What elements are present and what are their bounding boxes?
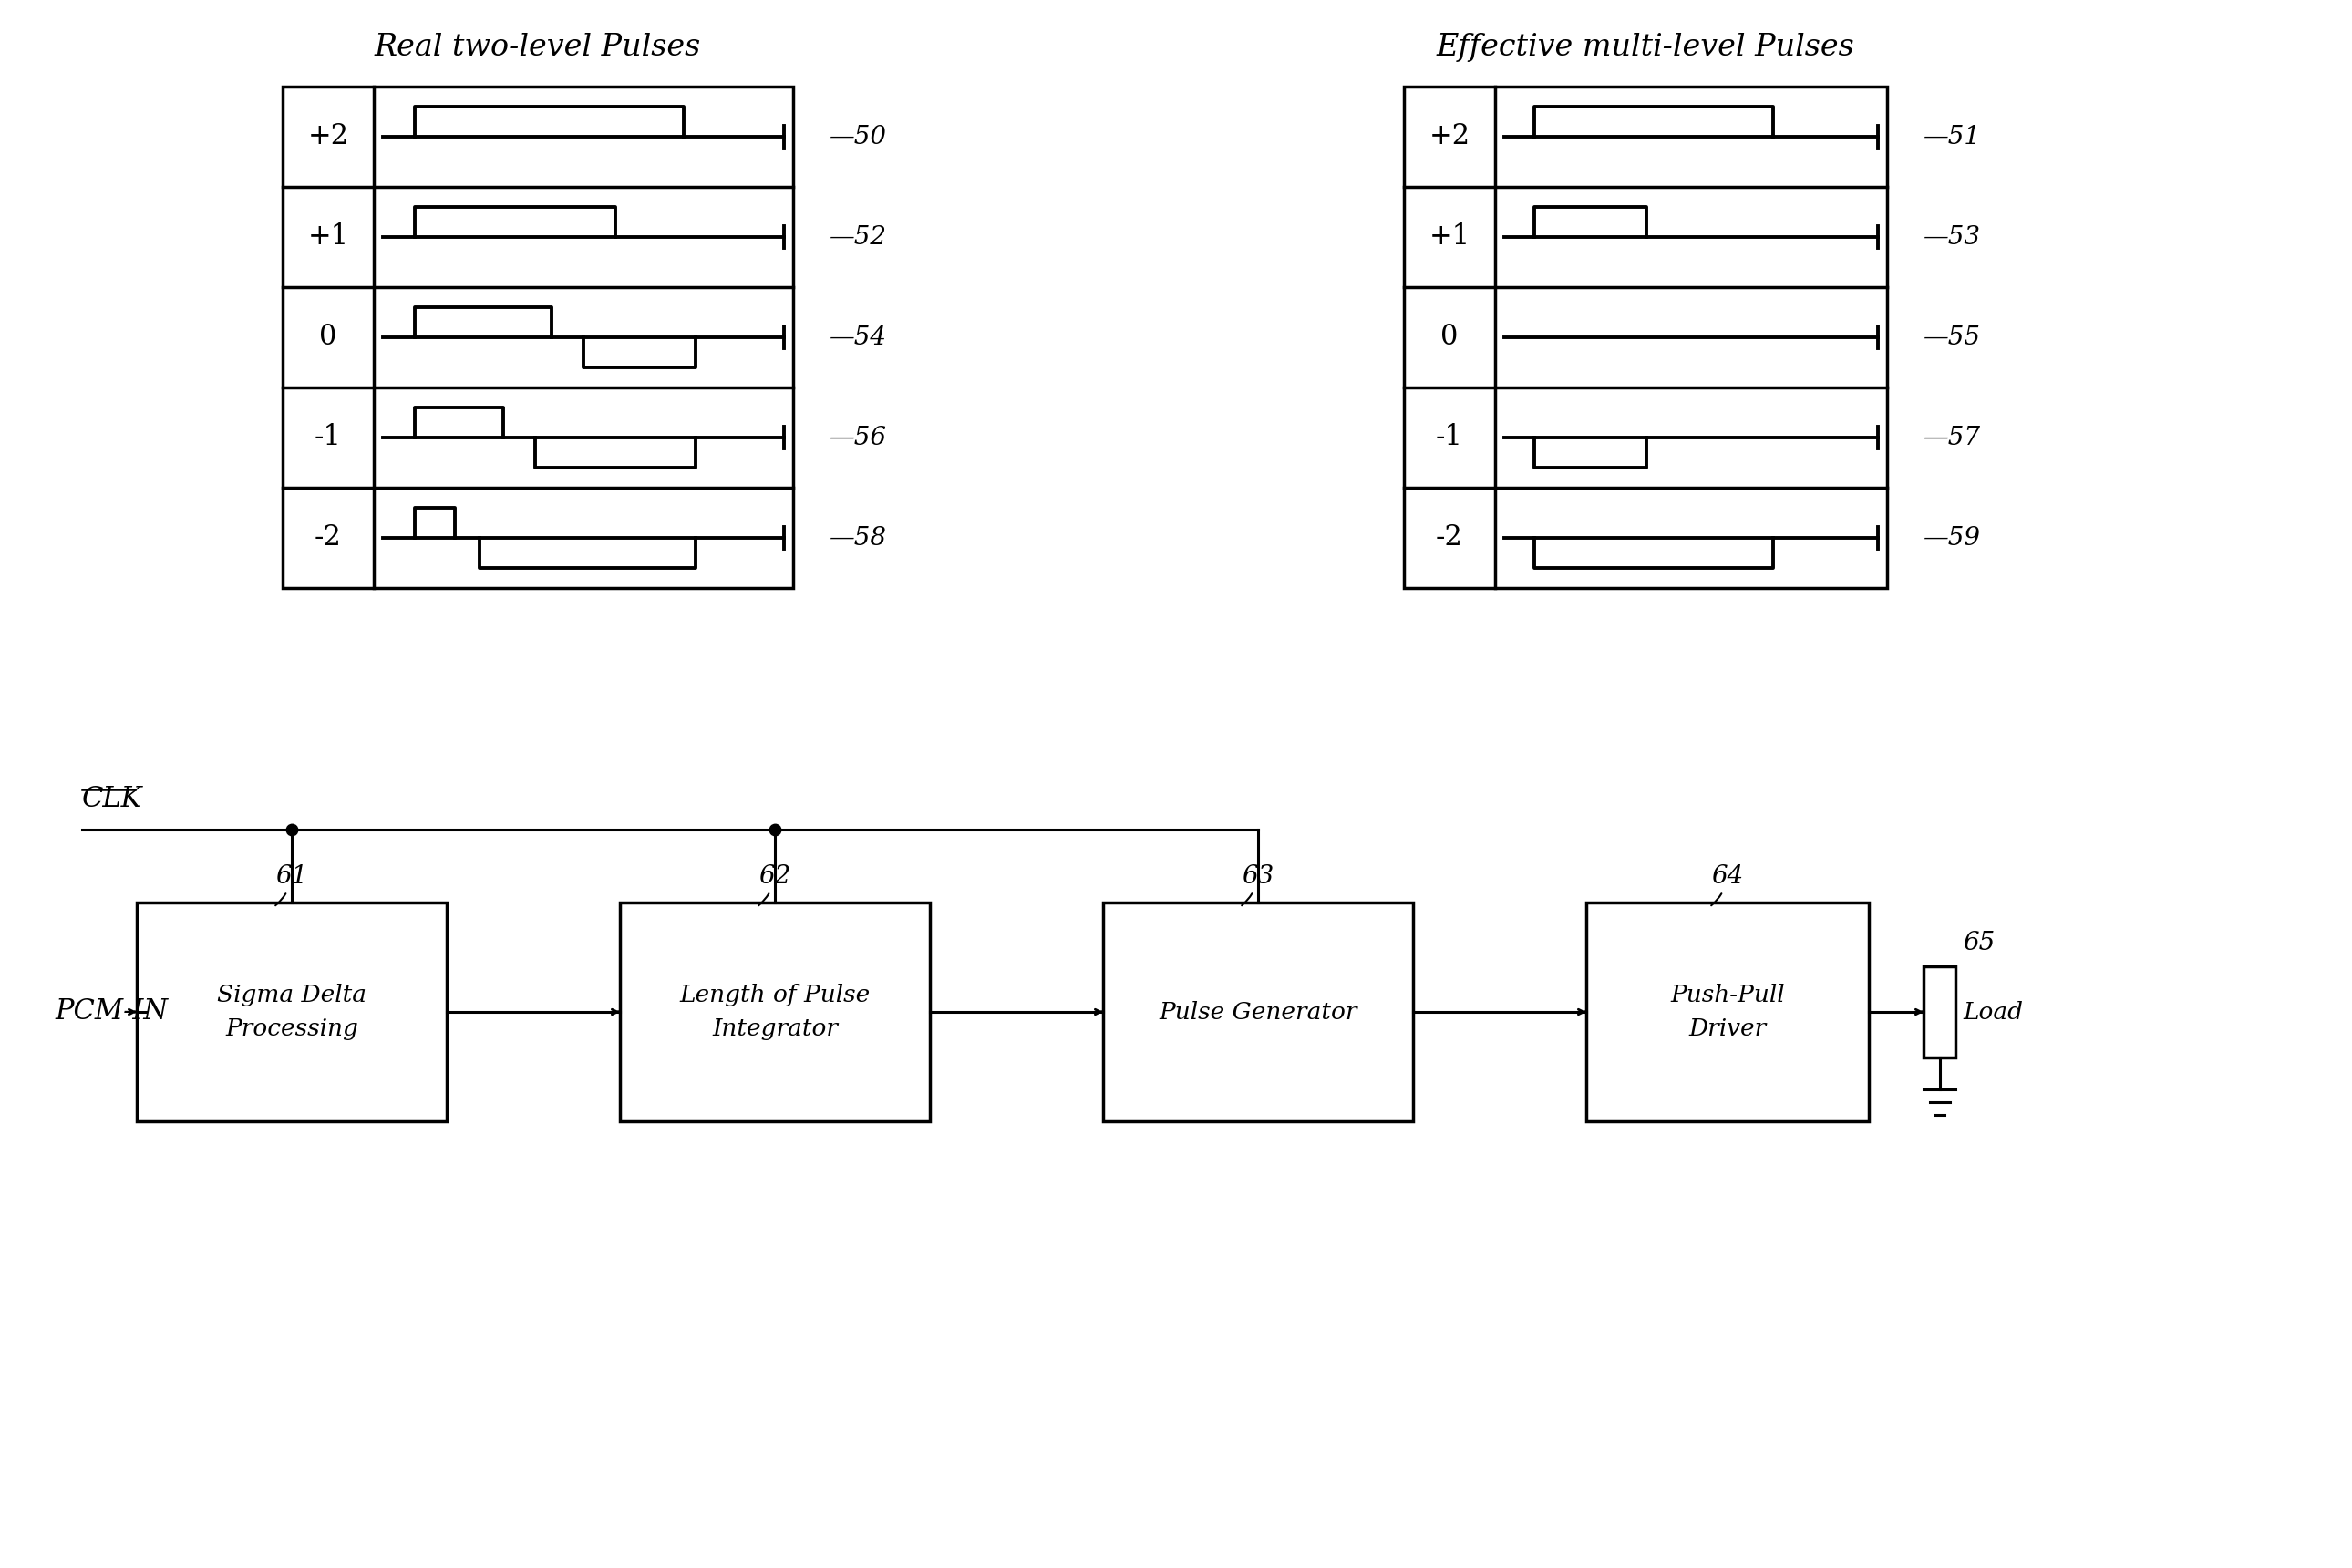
Text: —54: —54 (830, 325, 887, 350)
Bar (1585, 903, 1870, 1121)
Text: Effective multi-level Pulses: Effective multi-level Pulses (1437, 33, 1856, 63)
Text: CLK: CLK (82, 786, 143, 814)
Bar (1404, 86, 1886, 588)
Text: Load: Load (1962, 1000, 2023, 1024)
Text: —51: —51 (1924, 124, 1980, 149)
Bar (1103, 903, 1414, 1121)
Text: Pulse Generator: Pulse Generator (1160, 1000, 1357, 1024)
Text: —53: —53 (1924, 224, 1980, 249)
Text: —52: —52 (830, 224, 887, 249)
Text: Push-Pull
Driver: Push-Pull Driver (1670, 983, 1785, 1040)
Text: -1: -1 (1435, 423, 1463, 452)
Text: 61: 61 (275, 864, 308, 905)
Text: +1: +1 (308, 223, 348, 251)
Bar (1924, 966, 1955, 1057)
Text: +1: +1 (1430, 223, 1470, 251)
Text: —58: —58 (830, 525, 887, 550)
Text: 62: 62 (760, 864, 790, 905)
Text: Sigma Delta
Processing: Sigma Delta Processing (216, 983, 367, 1040)
Text: —50: —50 (830, 124, 887, 149)
Bar (282, 86, 793, 588)
Text: —55: —55 (1924, 325, 1980, 350)
Text: Real two-level Pulses: Real two-level Pulses (374, 33, 701, 63)
Text: -2: -2 (315, 524, 341, 552)
Text: —57: —57 (1924, 425, 1980, 450)
Text: 0: 0 (320, 323, 336, 351)
Text: 63: 63 (1242, 864, 1275, 905)
Text: Length of Pulse
Integrator: Length of Pulse Integrator (680, 983, 870, 1040)
Text: -2: -2 (1435, 524, 1463, 552)
Bar (136, 903, 447, 1121)
Bar (621, 903, 929, 1121)
Text: 65: 65 (1962, 931, 1994, 955)
Text: -1: -1 (315, 423, 341, 452)
Text: —56: —56 (830, 425, 887, 450)
Text: +2: +2 (308, 122, 348, 151)
Text: 64: 64 (1712, 864, 1743, 905)
Text: 0: 0 (1442, 323, 1458, 351)
Text: —59: —59 (1924, 525, 1980, 550)
Text: +2: +2 (1430, 122, 1470, 151)
Text: PCM-IN: PCM-IN (54, 997, 167, 1025)
